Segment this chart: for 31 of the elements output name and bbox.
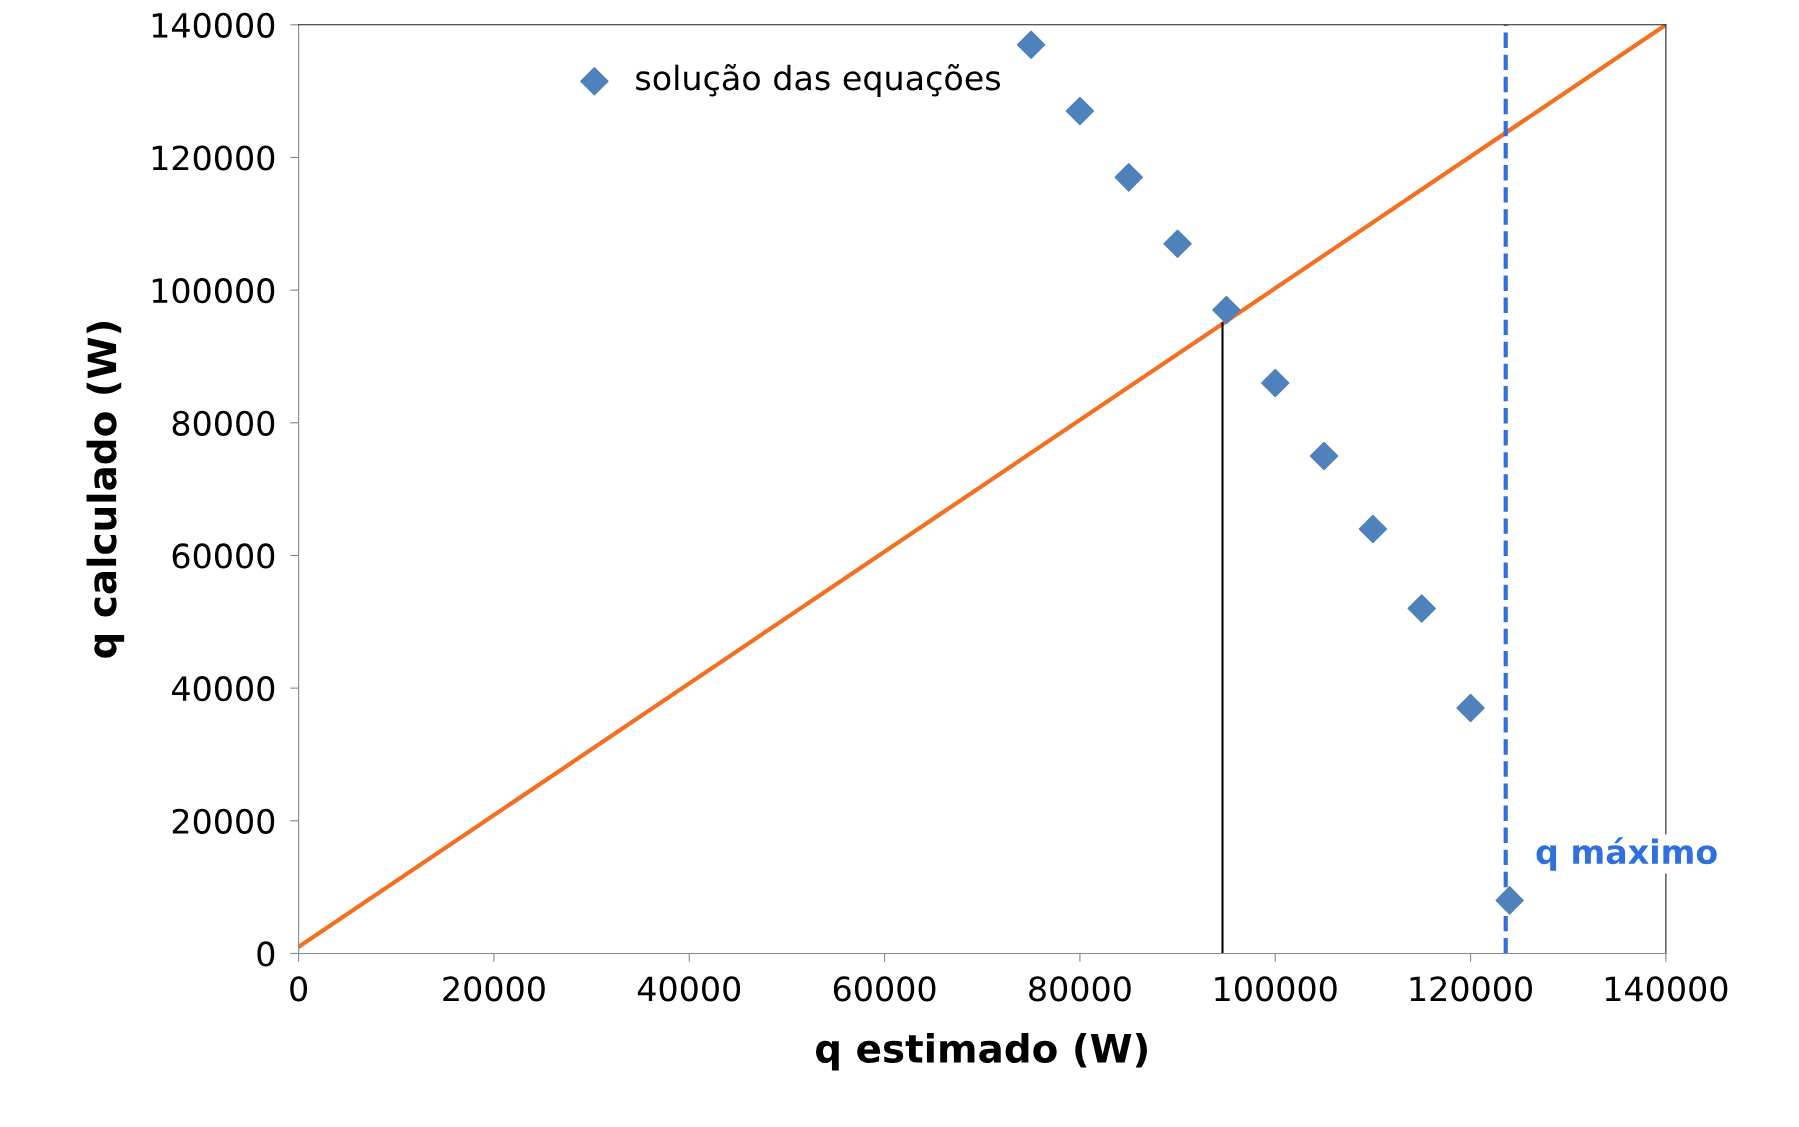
point — [1358, 514, 1388, 544]
x-tick-label: 40000 — [637, 976, 741, 1002]
legend-label: solução das equações — [636, 64, 1001, 97]
y-tick-label: 100000 — [152, 278, 275, 304]
y-tick-label: 80000 — [172, 410, 275, 436]
point — [1495, 886, 1524, 915]
x-tick-label: 140000 — [1605, 976, 1728, 1002]
y-tick-label: 0 — [257, 941, 275, 967]
y-tick-label: 20000 — [172, 808, 275, 834]
point — [1065, 96, 1095, 126]
point — [1261, 368, 1290, 398]
point — [1114, 163, 1143, 192]
y-tick-label: 60000 — [172, 543, 275, 569]
point — [1309, 441, 1339, 471]
point — [1016, 30, 1046, 59]
point — [1212, 295, 1241, 325]
point — [1456, 693, 1485, 723]
y-tick-label: 140000 — [152, 12, 275, 38]
x-tick-label: 20000 — [443, 976, 545, 1002]
y-tick-label: 120000 — [152, 145, 275, 171]
y-axis-title: q calculado (W) — [86, 322, 125, 658]
ref-line-label: q máximo — [1536, 837, 1717, 871]
x-axis-title: q estimado (W) — [815, 1032, 1147, 1071]
x-tick-label: 120000 — [1410, 976, 1532, 1002]
x-tick-label: 80000 — [1029, 976, 1131, 1002]
point — [1407, 594, 1436, 623]
x-tick-label: 0 — [290, 976, 308, 1002]
x-tick-label: 60000 — [833, 976, 936, 1002]
x-tick-label: 100000 — [1215, 976, 1337, 1002]
point — [1163, 229, 1192, 258]
y-tick-label: 40000 — [172, 676, 275, 702]
